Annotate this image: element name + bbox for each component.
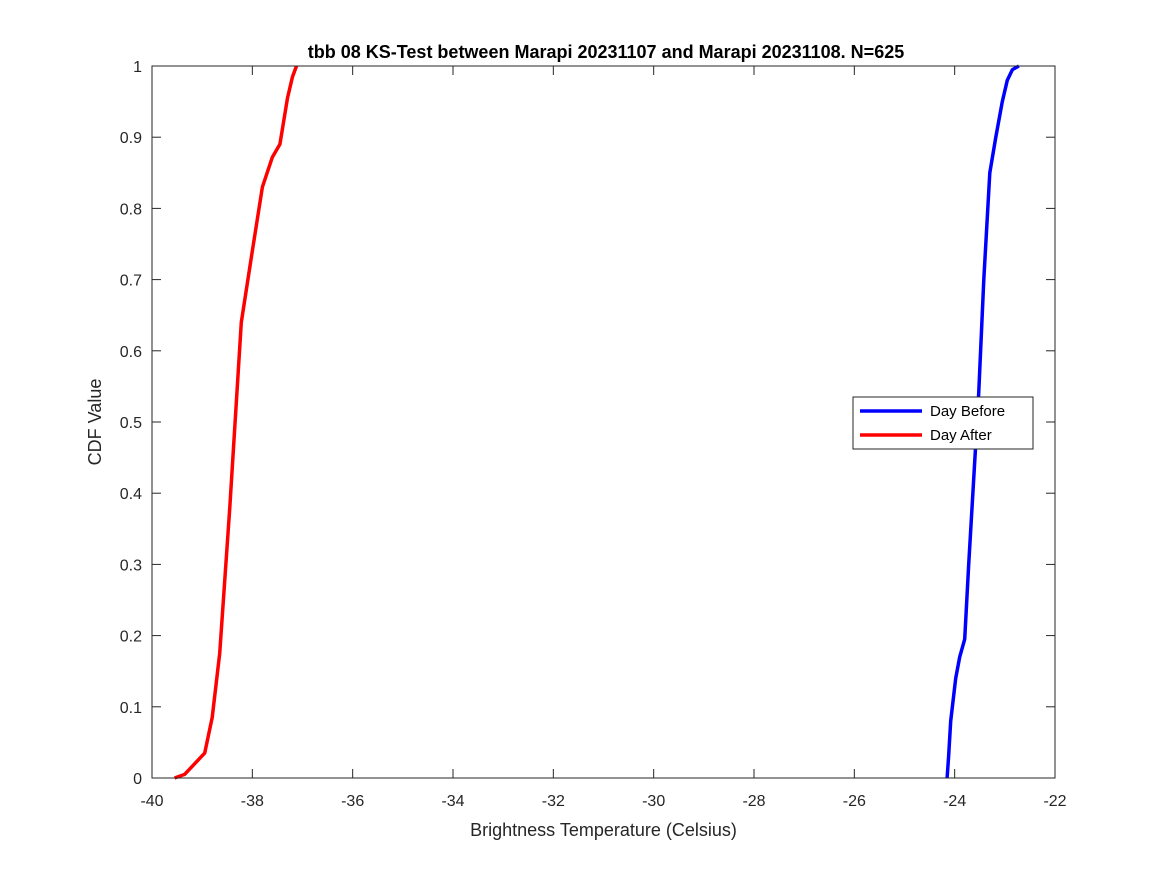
y-tick-label: 0.6 bbox=[120, 344, 142, 361]
x-tick-label: -22 bbox=[1043, 793, 1066, 810]
y-tick-label: 0.3 bbox=[120, 557, 142, 574]
x-tick-label: -32 bbox=[542, 793, 565, 810]
y-tick-label: 0.4 bbox=[120, 486, 142, 503]
axis-ticks: -40 -38 -36 -34 -32 -30 -28 -26 -24 -22 0 0.1 0.2 0.3… bbox=[120, 59, 1067, 810]
x-axis-label: Brightness Temperature (Celsius) bbox=[470, 820, 737, 840]
x-tick-label: -34 bbox=[441, 793, 464, 810]
chart-title: tbb 08 KS-Test between Marapi 20231107 a… bbox=[308, 42, 904, 62]
x-tick-label: -30 bbox=[642, 793, 665, 810]
y-tick-label: 1 bbox=[133, 59, 142, 76]
y-tick-label: 0 bbox=[133, 771, 142, 788]
y-tick-label: 0.2 bbox=[120, 629, 142, 646]
legend: Day Before Day After bbox=[852, 396, 1034, 450]
y-tick-label: 0.9 bbox=[120, 130, 142, 147]
y-axis-label: CDF Value bbox=[85, 379, 105, 466]
y-tick-label: 0.8 bbox=[120, 201, 142, 218]
legend-box bbox=[852, 396, 1034, 450]
plot-border bbox=[151, 65, 1056, 779]
series-line-day-after bbox=[174, 65, 299, 780]
x-tick-label: -28 bbox=[742, 793, 765, 810]
x-tick-label: -38 bbox=[241, 793, 264, 810]
x-tick-label: -40 bbox=[140, 793, 163, 810]
x-tick-label: -24 bbox=[943, 793, 966, 810]
y-tick-label: 0.7 bbox=[120, 273, 142, 290]
x-tick-label: -36 bbox=[341, 793, 364, 810]
x-tick-label: -26 bbox=[843, 793, 866, 810]
legend-label-day-before: Day Before bbox=[930, 403, 1005, 420]
legend-label-day-after: Day After bbox=[930, 427, 992, 444]
y-tick-label: 0.5 bbox=[120, 415, 142, 432]
y-tick-label: 0.1 bbox=[120, 700, 142, 717]
